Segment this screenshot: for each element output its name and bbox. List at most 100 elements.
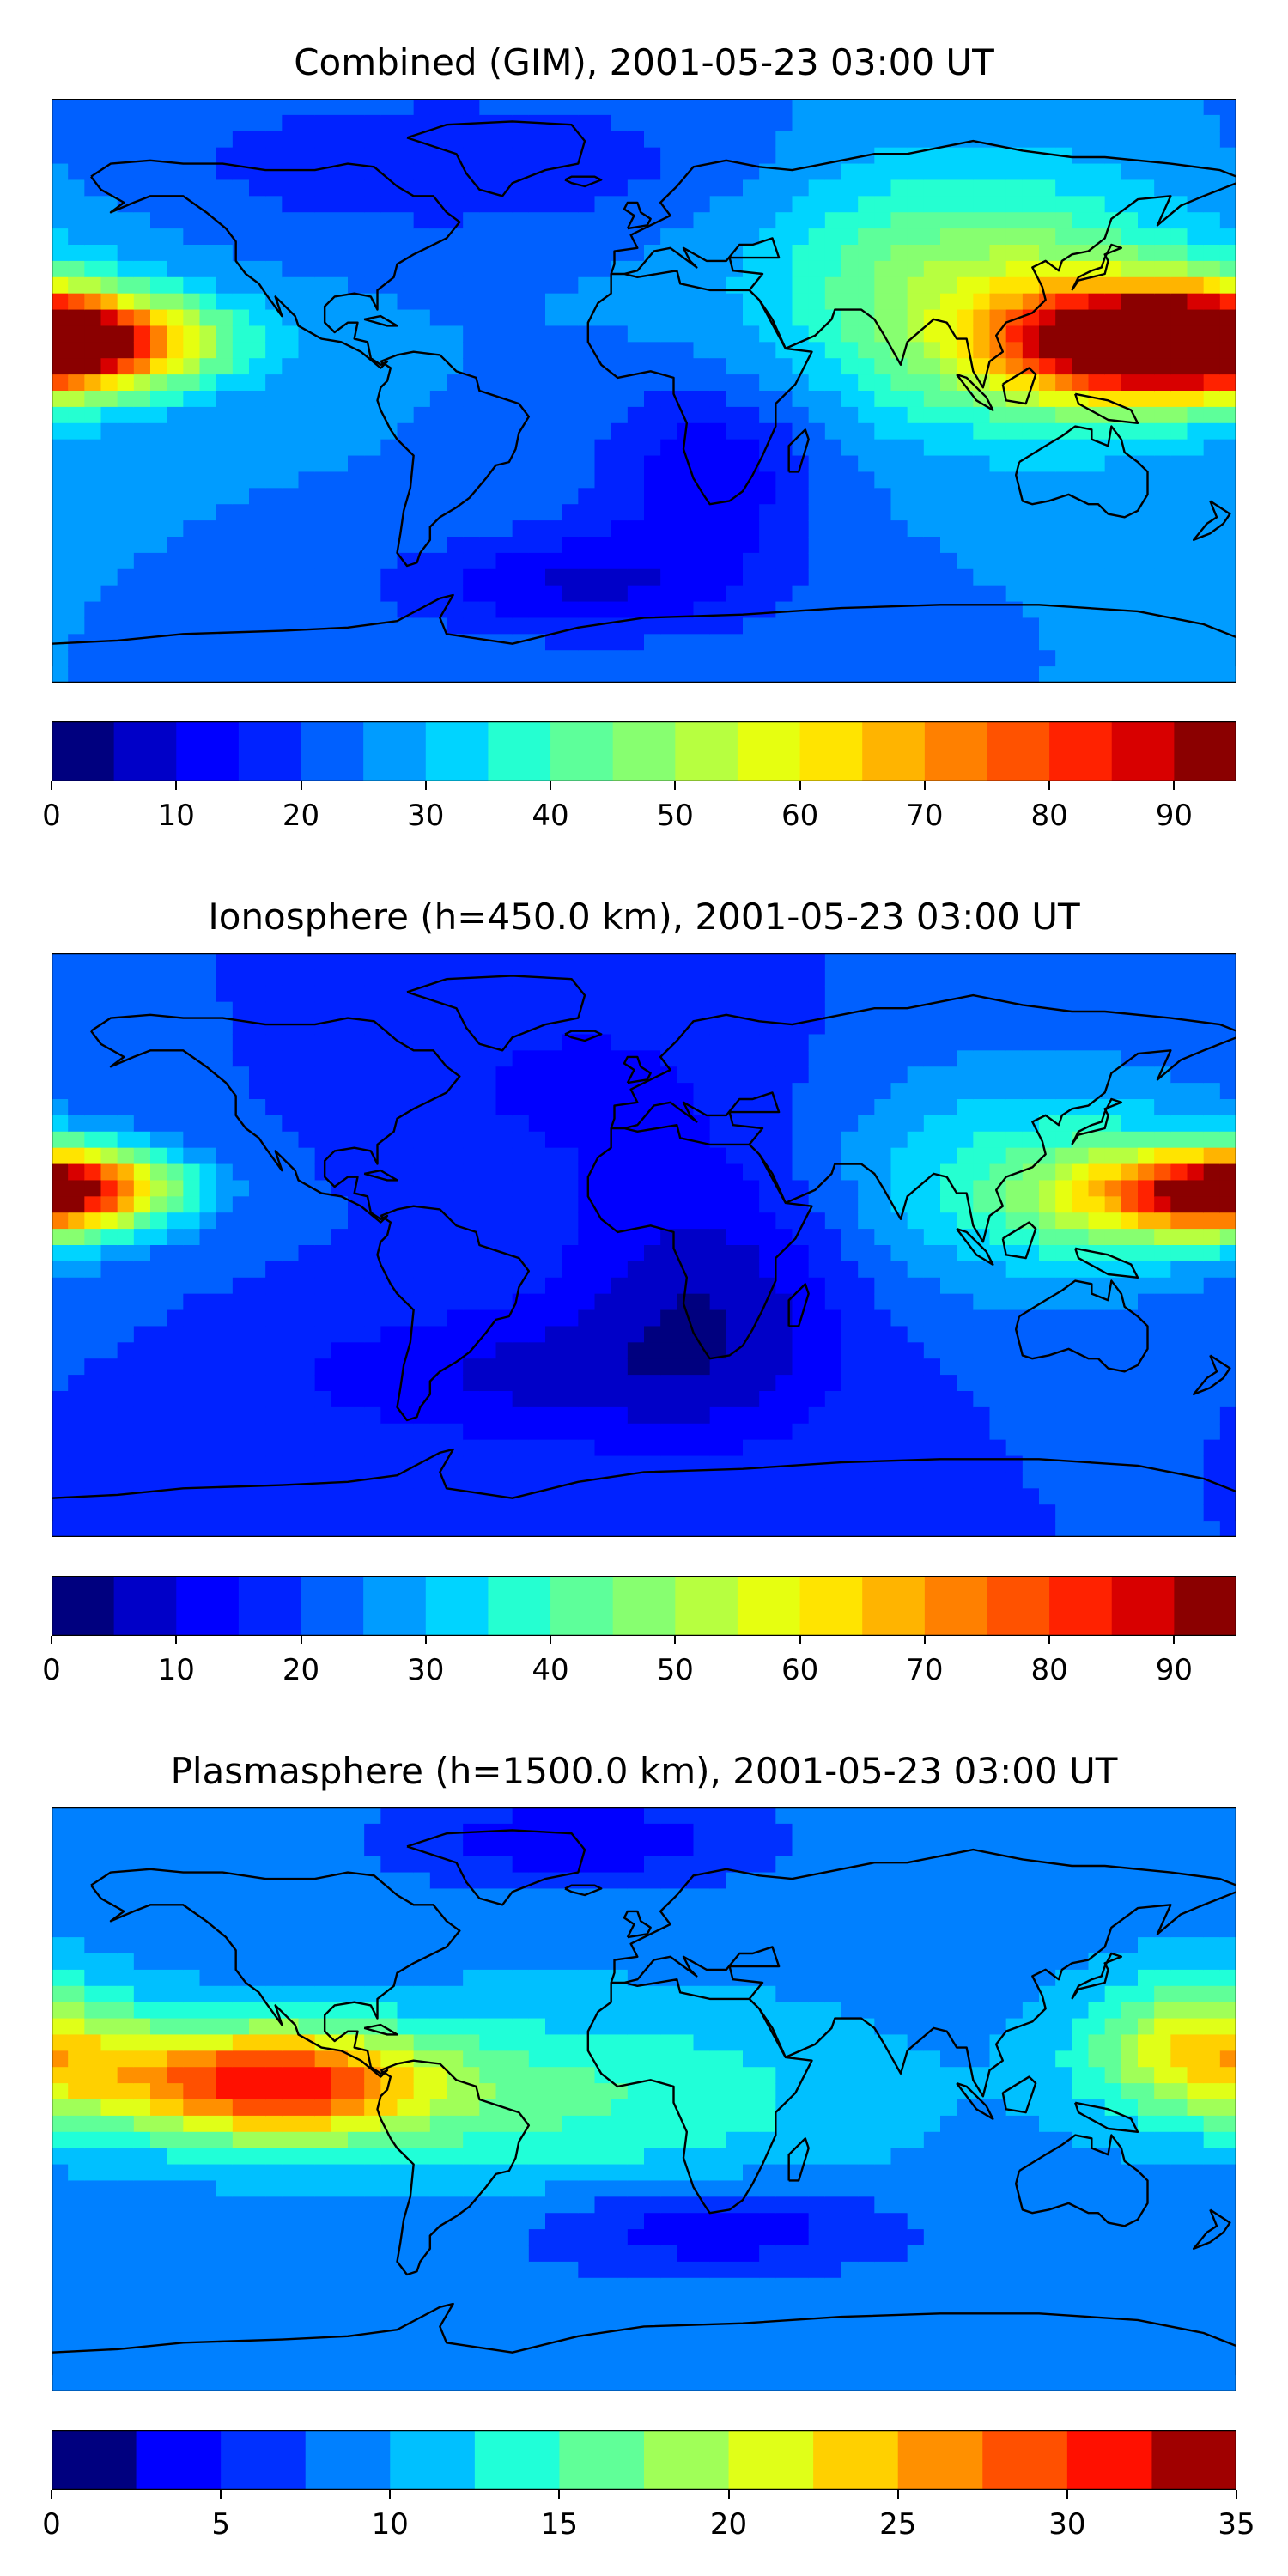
tec-cell xyxy=(183,260,201,278)
tec-cell xyxy=(562,260,580,278)
tec-cell xyxy=(249,163,266,181)
tec-cell xyxy=(808,1358,826,1376)
tec-cell xyxy=(447,1099,464,1116)
tec-cell xyxy=(52,1406,69,1425)
tec-cell xyxy=(447,488,464,505)
tec-cell xyxy=(528,1391,546,1408)
tec-cell xyxy=(759,568,777,586)
tec-cell xyxy=(348,601,365,619)
tec-cell xyxy=(545,1423,562,1441)
tec-cell xyxy=(84,406,102,424)
tec-cell xyxy=(100,1472,118,1490)
tec-cell xyxy=(364,1180,382,1198)
tec-cell xyxy=(1022,488,1040,505)
tec-cell xyxy=(759,1423,777,1441)
tec-cell xyxy=(216,1180,234,1198)
tec-cell xyxy=(907,666,925,683)
tec-cell xyxy=(397,666,415,683)
tec-cell xyxy=(841,406,859,424)
tec-cell xyxy=(495,1391,513,1408)
tec-cell xyxy=(841,1018,859,1036)
tec-cell xyxy=(1104,1472,1122,1490)
tec-cell xyxy=(68,504,86,521)
tec-cell xyxy=(100,1083,118,1100)
tec-cell xyxy=(397,1358,415,1376)
tec-cell xyxy=(808,1521,826,1537)
tec-cell xyxy=(743,953,760,970)
tec-cell xyxy=(314,1472,332,1490)
tec-cell xyxy=(52,1147,69,1165)
tec-cell xyxy=(298,228,316,246)
tec-cell xyxy=(627,439,645,457)
tec-cell xyxy=(167,1406,185,1425)
tec-cell xyxy=(1203,422,1221,440)
tec-cell xyxy=(495,1050,513,1067)
tec-cell xyxy=(52,309,69,327)
tec-cell xyxy=(1072,455,1090,473)
tec-cell xyxy=(890,552,908,570)
tec-cell xyxy=(989,985,1007,1003)
tec-cell xyxy=(611,99,629,116)
tec-cell xyxy=(594,1066,612,1084)
tec-cell xyxy=(84,504,102,521)
tec-cell xyxy=(167,406,185,424)
tec-cell xyxy=(512,666,530,683)
tec-cell xyxy=(298,1212,316,1230)
tec-cell xyxy=(594,342,612,359)
tec-cell xyxy=(890,666,908,683)
tec-cell xyxy=(117,585,135,603)
tec-cell xyxy=(216,1115,234,1133)
tec-cell xyxy=(1022,1423,1040,1441)
tec-cell xyxy=(1104,634,1122,651)
tec-cell xyxy=(973,1293,991,1311)
tec-cell xyxy=(677,1180,695,1198)
tec-cell xyxy=(183,228,201,246)
tec-cell xyxy=(743,163,760,181)
tec-cell xyxy=(792,196,810,213)
tec-cell xyxy=(429,391,447,408)
tec-cell xyxy=(348,504,365,521)
tec-cell xyxy=(479,1277,497,1295)
tec-cell xyxy=(1104,293,1122,311)
tec-cell xyxy=(479,1375,497,1392)
tec-cell xyxy=(660,552,678,570)
tec-cell xyxy=(890,1083,908,1100)
tec-cell xyxy=(52,1375,69,1392)
tec-cell xyxy=(1039,406,1056,424)
tec-cell xyxy=(232,601,250,619)
tec-cell xyxy=(100,1180,118,1198)
tec-cell xyxy=(265,1083,283,1100)
tec-cell xyxy=(479,1083,497,1100)
tec-cell xyxy=(167,439,185,457)
tec-cell xyxy=(397,953,415,970)
tec-cell xyxy=(413,650,431,667)
tec-cell xyxy=(298,1439,316,1457)
tec-cell xyxy=(1088,666,1106,683)
tec-cell xyxy=(562,358,580,375)
tec-cell xyxy=(150,245,167,262)
tec-cell xyxy=(528,1001,546,1019)
tec-cell xyxy=(1219,147,1236,165)
tec-cell xyxy=(447,260,464,278)
tec-cell xyxy=(989,488,1007,505)
tec-cell xyxy=(644,568,661,586)
tec-cell xyxy=(874,953,892,970)
tec-cell xyxy=(1005,1212,1024,1230)
tec-cell xyxy=(808,585,826,603)
tec-cell xyxy=(792,1326,810,1344)
tec-cell xyxy=(52,1131,69,1149)
tec-cell xyxy=(660,1521,678,1537)
tec-cell xyxy=(479,131,497,149)
tec-cell xyxy=(447,276,464,295)
tec-cell xyxy=(545,1180,562,1198)
tec-cell xyxy=(627,422,645,440)
tec-cell xyxy=(117,1423,135,1441)
tec-cell xyxy=(133,953,151,970)
tec-cell xyxy=(759,969,777,987)
tec-cell xyxy=(759,471,777,489)
tec-cell xyxy=(775,1293,793,1311)
tec-cell xyxy=(199,1309,217,1327)
tec-cell xyxy=(627,309,645,327)
tec-cell xyxy=(1187,504,1205,521)
tec-cell xyxy=(743,1229,760,1246)
